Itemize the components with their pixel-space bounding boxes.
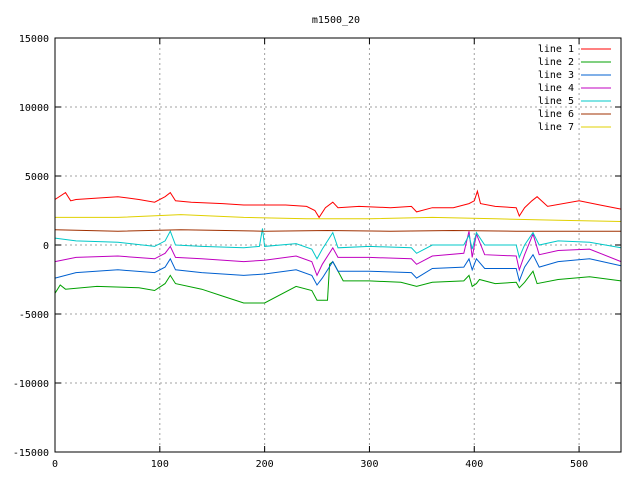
x-tick-label: 0	[52, 459, 58, 470]
legend-label-2: line 2	[538, 57, 574, 68]
x-tick-label: 400	[465, 459, 483, 470]
x-tick-label: 200	[256, 459, 274, 470]
y-tick-label: 10000	[19, 103, 49, 114]
x-axis: 0 100 200 300 400 500	[52, 38, 588, 470]
x-tick-label: 100	[151, 459, 169, 470]
series-group	[54, 189, 622, 304]
series-line-7	[55, 214, 622, 222]
y-tick-label: -15000	[13, 448, 49, 459]
series-line-6	[54, 229, 621, 232]
chart-title: m1500_20	[312, 15, 360, 26]
series-line-5	[54, 228, 622, 260]
legend-label-7: line 7	[538, 122, 574, 133]
y-axis: -15000 -10000 -5000 0 5000 10000 15000	[13, 34, 621, 459]
legend-label-6: line 6	[538, 109, 574, 120]
legend-label-4: line 4	[538, 83, 574, 94]
series-line-4	[54, 231, 622, 277]
series-line-3	[54, 253, 622, 286]
y-tick-label: 15000	[19, 34, 49, 45]
y-tick-label: 5000	[25, 172, 49, 183]
series-line-1	[54, 189, 622, 219]
y-tick-label: -10000	[13, 379, 49, 390]
y-tick-label: 0	[43, 241, 49, 252]
legend-label-1: line 1	[538, 44, 574, 55]
x-tick-label: 500	[570, 459, 588, 470]
legend: line 1 line 2 line 3 line 4 line 5 line 6 line…	[538, 44, 611, 133]
x-tick-label: 300	[360, 459, 378, 470]
legend-label-3: line 3	[538, 70, 574, 81]
y-tick-label: -5000	[19, 310, 49, 321]
series-line-2	[54, 260, 622, 304]
legend-label-5: line 5	[538, 96, 574, 107]
